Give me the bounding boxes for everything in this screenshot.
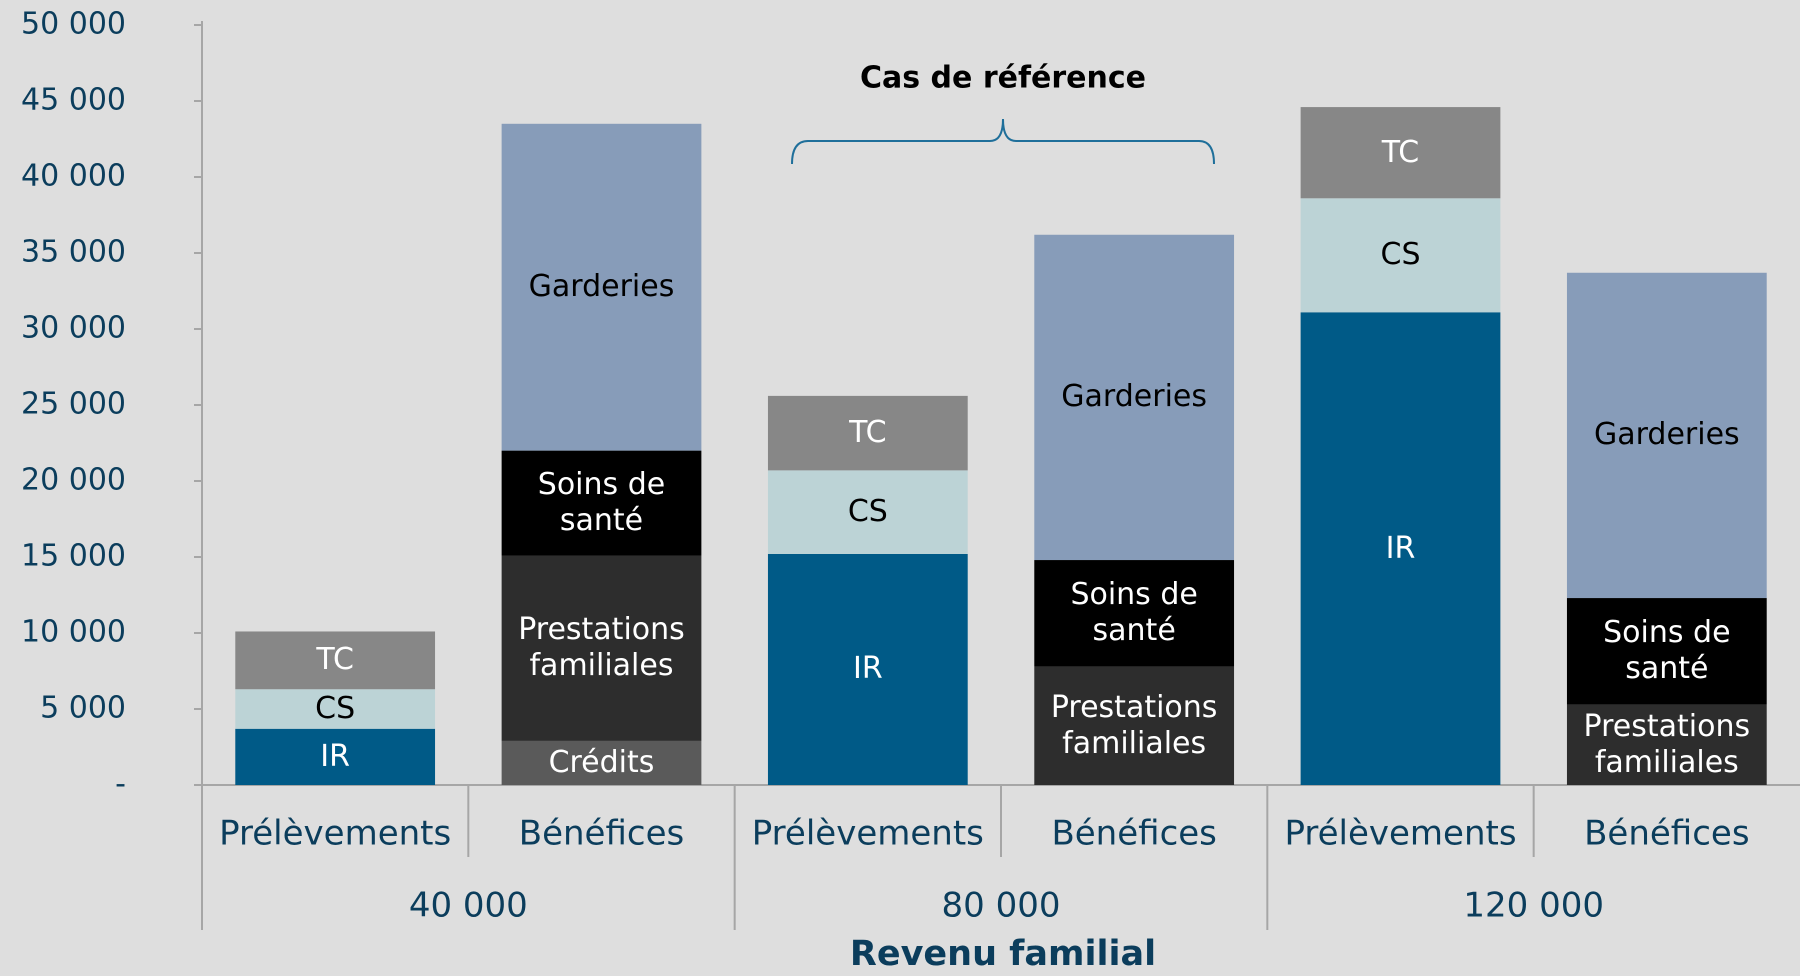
segment-label-box: IR <box>320 738 350 774</box>
segment-label-box: CS <box>1380 237 1421 273</box>
bar-segment <box>1034 666 1235 785</box>
segment-label-box: Prestations familiales <box>1583 708 1751 780</box>
y-tick-label: 35 000 <box>21 235 126 270</box>
segment-label-box: Soins de santé <box>1603 615 1731 687</box>
segment-label: CS <box>847 494 888 530</box>
segment-label: IR <box>1385 530 1416 566</box>
segment-label-box: Prestations familiales <box>1050 689 1218 761</box>
y-tick-label: 20 000 <box>21 463 126 498</box>
segment-label-box: IR <box>852 651 883 687</box>
bar-segment <box>767 553 968 785</box>
y-tick-label: - <box>115 767 126 802</box>
bar-segment <box>235 631 436 690</box>
segment-label: Garderies <box>528 269 675 305</box>
annotation: Cas de référence <box>860 61 1146 96</box>
segment-label: TC <box>316 642 354 678</box>
segment-label: IR <box>852 651 883 687</box>
bar-segment <box>501 123 702 451</box>
bar-segment <box>1034 234 1235 561</box>
segment-label-box: Soins de santé <box>537 467 666 539</box>
y-tick-label: 45 000 <box>21 83 126 118</box>
segment-label-box: TC <box>849 415 887 451</box>
y-tick-label: 30 000 <box>21 311 126 346</box>
segment-label-box: CS <box>315 690 356 726</box>
bar-segment <box>235 689 436 729</box>
segment-label: Garderies <box>1061 379 1207 415</box>
bar-segment <box>1300 198 1501 313</box>
y-tick-label: 25 000 <box>21 387 126 422</box>
bar-segment <box>1034 560 1235 667</box>
group-label: 80 000 <box>942 886 1061 926</box>
y-tick-label: 50 000 <box>21 7 126 42</box>
group-label: 40 000 <box>409 886 528 926</box>
annotation-brace <box>791 118 1215 165</box>
segment-label-box: CS <box>847 494 888 530</box>
x-axis-title: Revenu familial <box>850 934 1156 974</box>
segment-label-box: Prestations familiales <box>518 612 685 684</box>
x-tick-label: Prélèvements <box>219 814 451 854</box>
segment-label-box: Crédits <box>548 744 655 780</box>
y-tick-label: 5 000 <box>40 691 126 726</box>
segment-label-box: TC <box>1381 134 1420 170</box>
bar-segment <box>767 395 968 471</box>
x-tick-label: Bénéfices <box>519 814 684 854</box>
y-tick-label: 15 000 <box>21 539 126 574</box>
segment-label-box: Garderies <box>1061 379 1207 415</box>
segment-label: Soins de santé <box>1070 577 1198 649</box>
x-tick-label: Bénéfices <box>1051 814 1216 854</box>
segment-label: Soins de santé <box>1603 615 1731 687</box>
segment-label-box: IR <box>1385 530 1416 566</box>
segment-label: Prestations familiales <box>1050 689 1218 761</box>
segment-label: Crédits <box>548 744 655 780</box>
y-tick-label: 10 000 <box>21 615 126 650</box>
segment-label-box: TC <box>316 642 354 678</box>
bar-segment <box>235 728 436 785</box>
bar-segment <box>1300 312 1501 785</box>
bar-segment <box>1566 704 1767 785</box>
x-tick-label: Prélèvements <box>1284 814 1516 854</box>
bar-segment <box>501 555 702 741</box>
bar-segment <box>501 450 702 556</box>
segment-label: Garderies <box>1593 417 1740 453</box>
segment-label: Prestations familiales <box>1583 708 1751 780</box>
segment-label: TC <box>849 415 887 451</box>
bar-segment <box>767 470 968 554</box>
segment-label: TC <box>1381 134 1420 170</box>
bar-segment <box>501 740 702 785</box>
y-tick-label: 40 000 <box>21 159 126 194</box>
segment-label: Soins de santé <box>537 467 666 539</box>
bar-segment <box>1300 107 1501 199</box>
bar-segment <box>1566 598 1767 705</box>
bar-segment <box>1566 272 1767 599</box>
segment-label-box: Garderies <box>528 269 675 305</box>
segment-label-box: Soins de santé <box>1070 577 1198 649</box>
segment-label: IR <box>320 738 350 774</box>
segment-label: Prestations familiales <box>518 612 685 684</box>
segment-label-box: Garderies <box>1593 417 1740 453</box>
x-tick-label: Bénéfices <box>1584 814 1749 854</box>
group-label: 120 000 <box>1463 886 1604 926</box>
segment-label: CS <box>1380 237 1421 273</box>
x-tick-label: Prélèvements <box>752 814 984 854</box>
segment-label: CS <box>315 690 356 726</box>
